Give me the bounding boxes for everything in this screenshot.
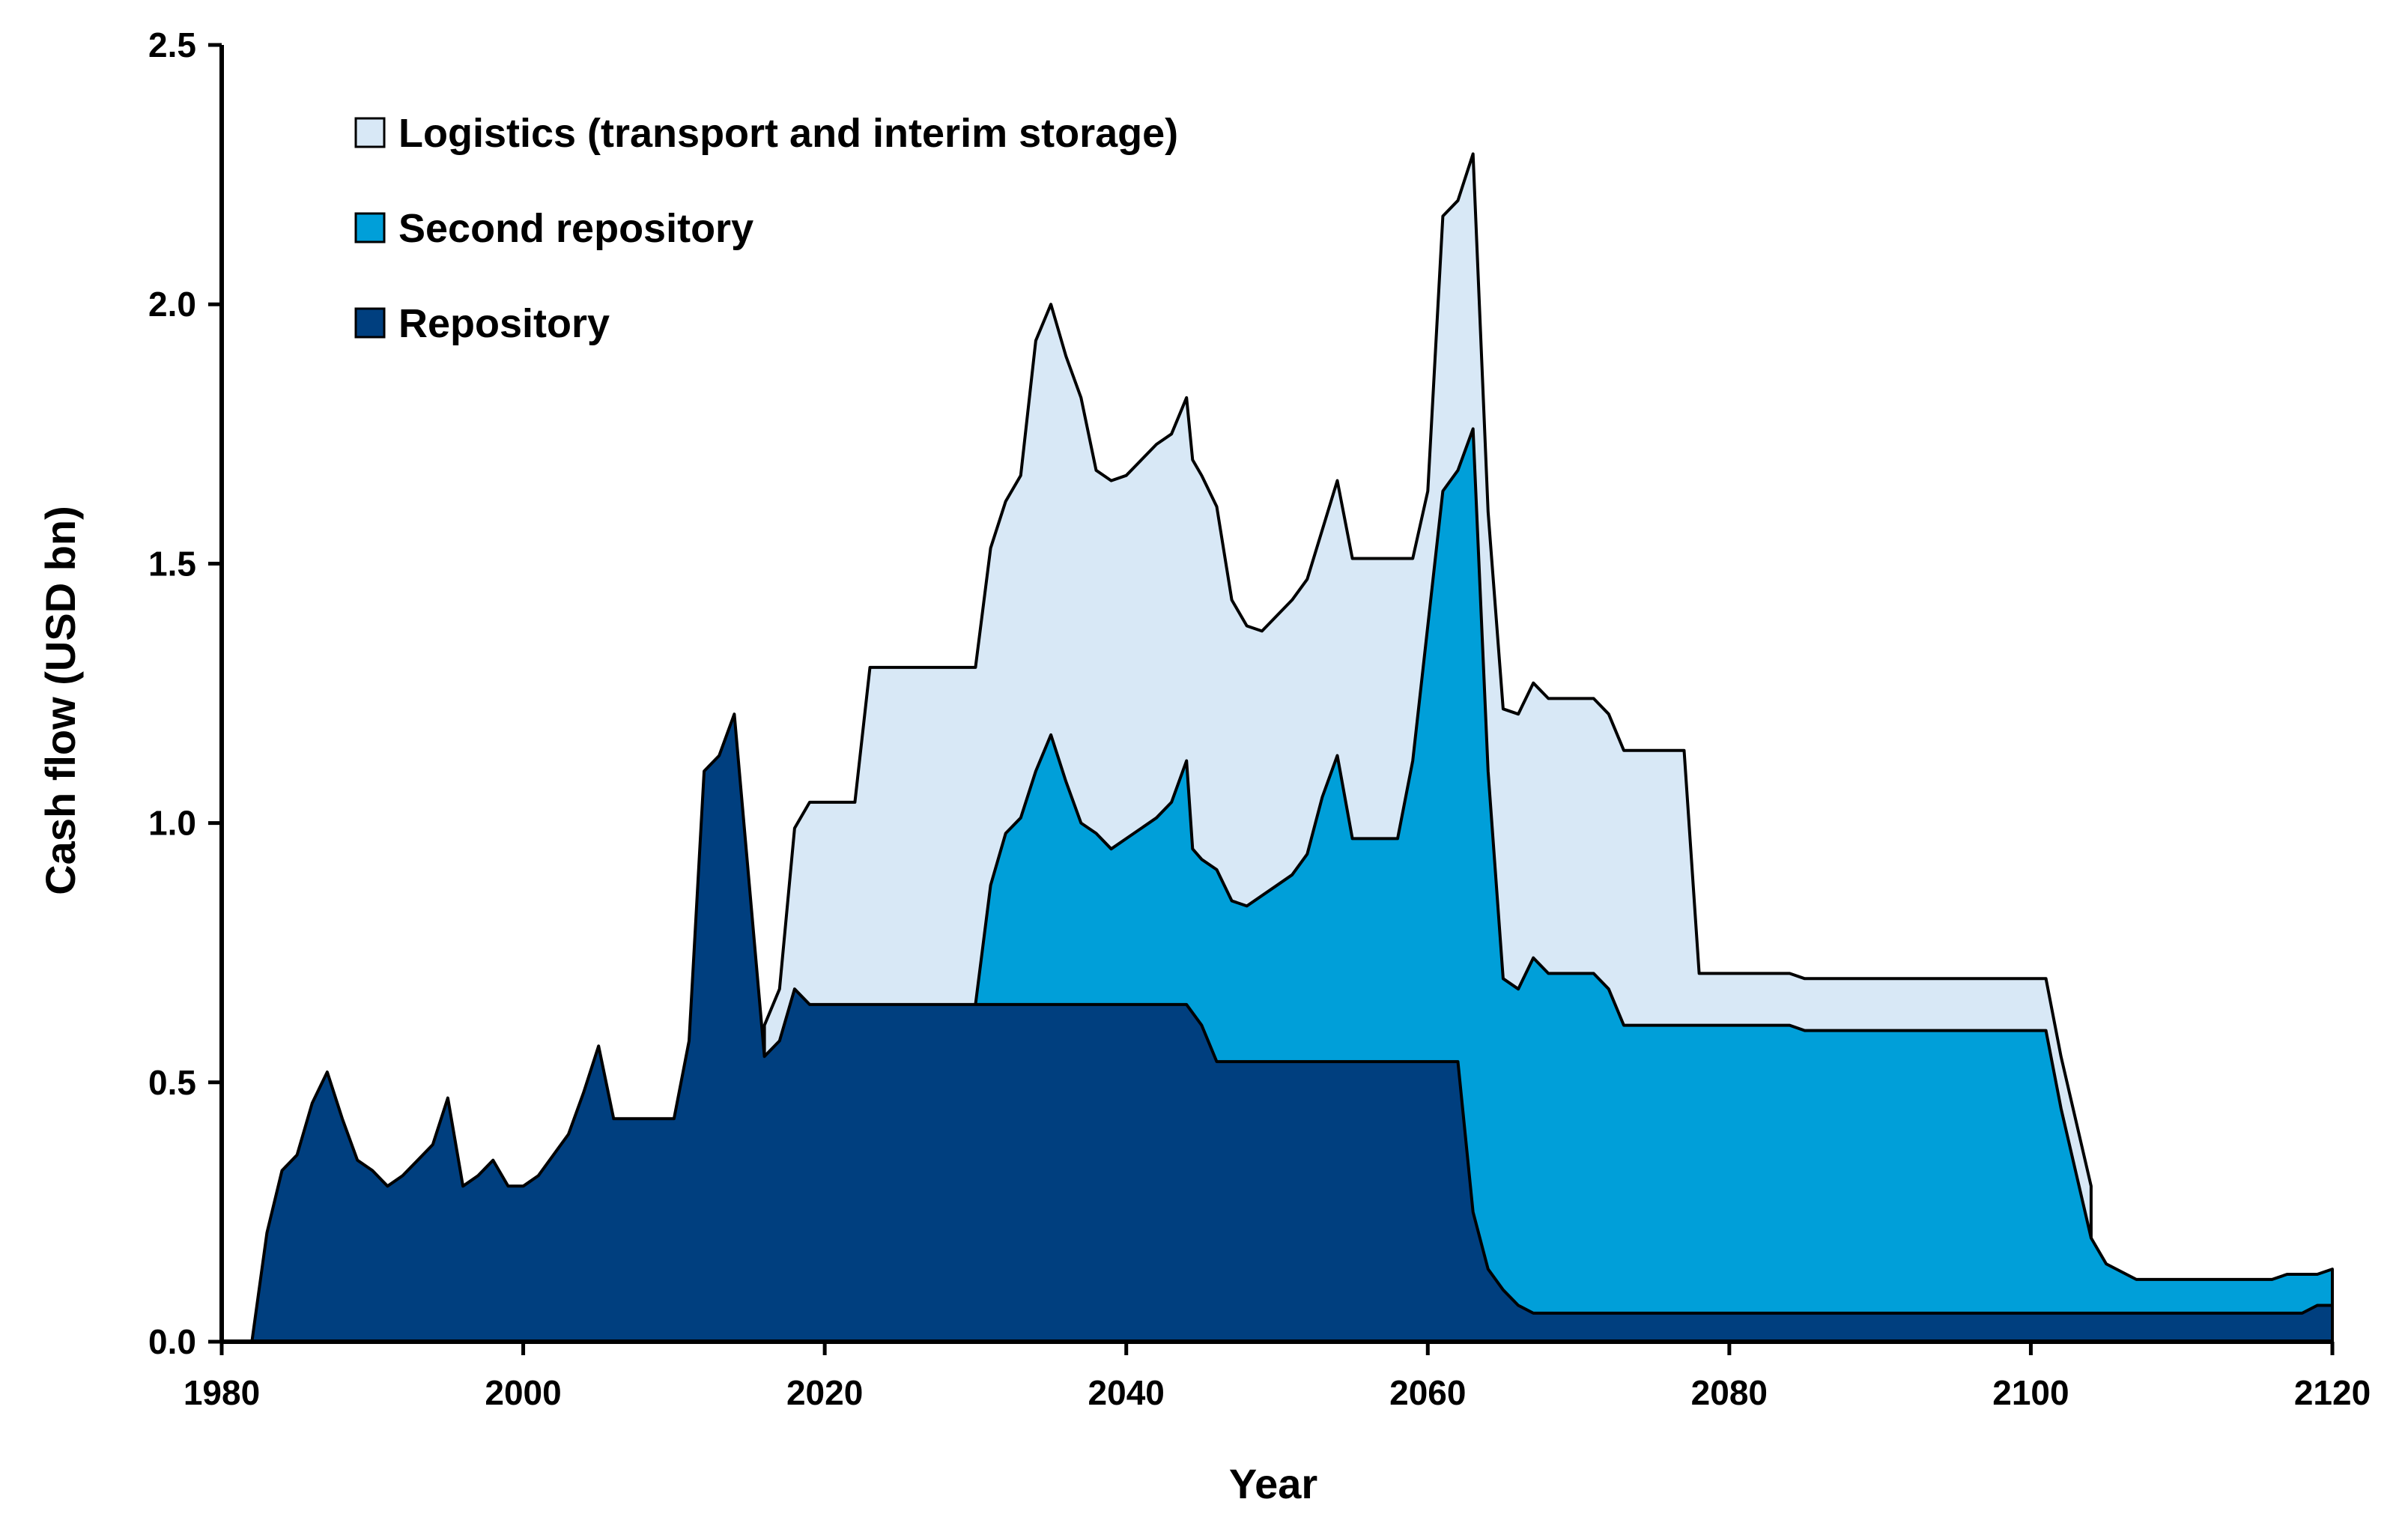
y-ticks: 0.0 0.5 1.0 1.5 2.0 2.5 — [148, 25, 222, 1361]
y-tick-label: 1.0 — [148, 804, 196, 843]
plot-areas — [250, 152, 2334, 1343]
x-tick-label: 1980 — [184, 1373, 260, 1412]
legend-label-logistics: Logistics (transport and interim storage… — [398, 111, 1178, 156]
x-tick-label: 2080 — [1691, 1373, 1768, 1412]
y-tick-label: 1.5 — [148, 544, 196, 583]
y-tick-label: 2.5 — [148, 25, 196, 64]
legend: Logistics (transport and interim storage… — [354, 111, 1178, 346]
legend-swatch-logistics — [354, 117, 386, 148]
x-axis-title: Year — [1229, 1460, 1317, 1507]
axes: 0.0 0.5 1.0 1.5 2.0 2.5 1980 2000 2020 2040 2060 2… — [148, 25, 2371, 1412]
x-tick-label: 2000 — [485, 1373, 561, 1412]
x-tick-label: 2020 — [786, 1373, 863, 1412]
legend-label-repository: Repository — [398, 301, 610, 346]
x-tick-label: 2040 — [1088, 1373, 1165, 1412]
legend-swatch-second-repository — [354, 212, 386, 243]
x-tick-label: 2120 — [2294, 1373, 2371, 1412]
series-area-repository — [250, 712, 2334, 1343]
legend-swatch-repository — [354, 307, 386, 339]
x-tick-label: 2060 — [1389, 1373, 1466, 1412]
x-tick-label: 2100 — [1992, 1373, 2069, 1412]
x-ticks: 1980 2000 2020 2040 2060 2080 2100 2120 — [184, 1342, 2371, 1412]
y-tick-label: 2.0 — [148, 285, 196, 324]
legend-label-second-repository: Second repository — [398, 206, 753, 251]
y-tick-label: 0.5 — [148, 1063, 196, 1102]
y-tick-label: 0.0 — [148, 1322, 196, 1361]
y-axis-title: Cash flow (USD bn) — [37, 506, 84, 895]
